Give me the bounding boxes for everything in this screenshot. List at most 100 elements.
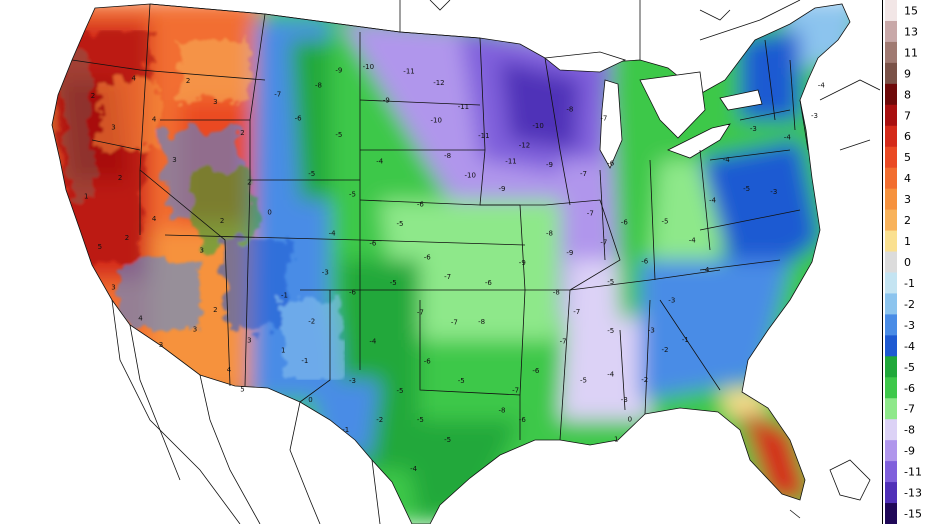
station-value-label: -4 [410,465,418,473]
legend-swatch [885,419,897,441]
station-value-label: -6 [369,240,377,248]
station-value-label: -7 [274,90,281,98]
station-value-label: 2 [186,77,190,85]
station-value-label: -6 [485,279,493,287]
lake-erie [666,123,731,159]
station-value-label: -4 [689,237,697,245]
legend-swatches [885,0,897,525]
legend-label: -13 [904,487,922,500]
legend-labels: 15 13 11 9 8 7 6 5 4 3 2 1 0 -1 -2 -3 -4 -5 -6 -7 -8 -9 -11 -13… [904,4,922,520]
legend-label: -6 [904,382,915,395]
station-value-label: 3 [247,336,251,344]
station-value-label: -5 [308,170,315,178]
legend-label: -4 [904,340,915,353]
station-value-label: 0 [308,396,312,404]
station-value-label: -3 [811,112,818,120]
legend-label: -5 [904,361,915,374]
station-value-label: -3 [648,327,655,335]
station-value-label: -7 [444,273,451,281]
station-value-label: -3 [770,188,777,196]
station-value-label: -5 [444,436,451,444]
legend-swatch [885,251,897,273]
legend-swatch [885,20,897,43]
station-value-label: -4 [376,157,384,165]
legend-label: 13 [904,25,918,38]
station-value-label: -11 [403,67,414,75]
legend-label: 6 [904,130,911,143]
legend-swatch [885,167,897,190]
station-value-label: -5 [397,220,404,228]
station-value-label: -8 [566,106,573,114]
station-value-label: -5 [397,387,404,395]
station-value-label: -7 [600,239,607,247]
station-value-label: 2 [91,92,95,100]
station-value-label: -4 [784,133,792,141]
station-value-label: -6 [349,288,357,296]
station-value-label: -10 [363,63,374,71]
legend-label: 5 [904,151,911,164]
station-value-label: -3 [668,297,675,305]
station-value-label: -5 [607,278,614,286]
legend-label: -2 [904,298,915,311]
station-value-label: -9 [546,161,553,169]
station-value-label: -6 [417,201,425,209]
legend-swatch [885,125,897,148]
station-value-label: 2 [247,178,251,186]
legend-swatch [885,461,897,483]
station-value-label: -4 [723,156,731,164]
station-value-label: -10 [465,171,476,179]
station-value-label: -10 [532,122,543,130]
station-value-label: 4 [152,215,157,223]
station-value-label: -6 [641,258,649,266]
legend-swatch [885,335,897,357]
station-value-label: -11 [458,103,469,111]
station-value-label: -1 [682,336,689,344]
station-value-label: 3 [193,326,197,334]
legend-swatch [885,482,897,504]
station-value-label: -1 [342,426,349,434]
legend-label: -1 [904,277,915,290]
station-value-label: -11 [478,132,489,140]
station-value-label: -7 [417,308,424,316]
lake-michigan [599,79,623,169]
station-value-label: 1 [614,435,618,443]
station-value-label: 3 [213,98,217,106]
station-value-label: 0 [267,209,271,217]
legend-label: 2 [904,214,911,227]
legend-label: 7 [904,109,911,122]
station-value-label: -4 [369,338,377,346]
station-value-label: -5 [662,218,669,226]
station-value-label: -5 [743,185,750,193]
station-value-label: -4 [607,370,615,378]
station-value-label: -7 [512,387,519,395]
legend-swatch [885,41,897,64]
station-value-label: 4 [132,75,137,83]
station-value-label: -9 [335,66,342,74]
station-value-label: 4 [152,115,157,123]
legend-label: 15 [904,4,918,17]
station-value-label: -5 [349,190,356,198]
lake-huron [639,71,706,139]
station-value-label: 4 [138,314,143,322]
station-value-label: -6 [295,115,303,123]
temperature-anomaly-map: -9 -10 -11 -12 -9 -11 -10 -11 -12 -11 -10 -9 -8 -8 -7-… [51,0,881,525]
station-value-label: -8 [478,318,485,326]
legend-swatch [885,146,897,169]
legend-label: 11 [904,46,918,59]
legend-swatch [885,230,897,253]
legend-swatch [885,0,897,22]
station-value-label: 5 [240,386,244,394]
canada-border [149,3,481,39]
station-value-label: 3 [159,341,163,349]
legend-swatch [885,62,897,85]
station-value-label: 2 [213,306,217,314]
station-value-label: 3 [111,123,115,131]
station-value-label: -5 [335,131,342,139]
legend-swatch [885,377,897,399]
map-canvas: -9 -10-11-12-9-11-10-11-12-11-10-9-8-8-7-… [51,0,881,525]
legend-swatch [885,398,897,420]
station-value-label: -6 [621,219,629,227]
station-labels: -9 -10-11-12-9-11-10-11-12-11-10-9-8-8-7-… [84,63,825,473]
station-value-label: -2 [641,376,648,384]
station-value-label: -2 [376,416,383,424]
